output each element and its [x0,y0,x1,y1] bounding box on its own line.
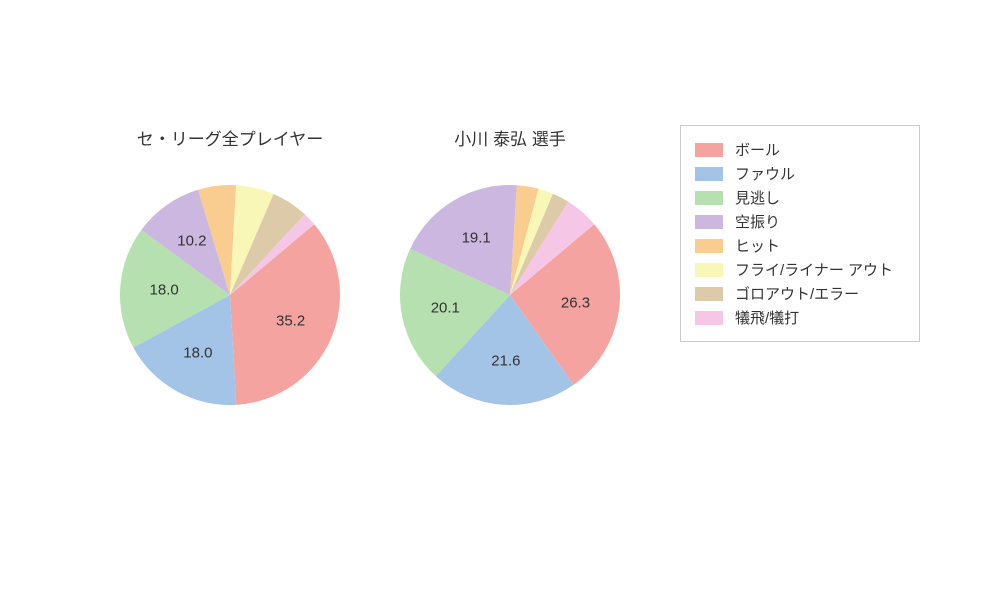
legend-item-foul: ファウル [695,163,905,184]
legend-label-fly_liner: フライ/ライナー アウト [735,259,893,280]
legend-label-swinging: 空振り [735,211,780,232]
legend-swatch-swinging [695,215,723,229]
legend-label-sac: 犠飛/犠打 [735,307,799,328]
chart-title-league: セ・リーグ全プレイヤー [120,125,340,150]
pie-label-looking: 18.0 [150,282,179,299]
pie-label-looking: 20.1 [431,300,460,317]
legend-swatch-hit [695,239,723,253]
pie-league: 35.2 18.0 18.0 10.2 [120,185,340,405]
pie-label-swinging: 10.2 [177,233,206,250]
legend-item-ground_error: ゴロアウト/エラー [695,283,905,304]
legend-item-hit: ヒット [695,235,905,256]
pie-player: 26.3 21.6 20.1 19.1 [400,185,620,405]
chart-title-player: 小川 泰弘 選手 [400,125,620,150]
legend-swatch-ground_error [695,287,723,301]
legend-label-hit: ヒット [735,235,780,256]
legend-item-ball: ボール [695,139,905,160]
pie-label-foul: 18.0 [183,344,212,361]
legend-swatch-foul [695,167,723,181]
legend: ボールファウル見逃し空振りヒットフライ/ライナー アウトゴロアウト/エラー犠飛/… [680,125,920,342]
pie-label-foul: 21.6 [491,352,520,369]
legend-swatch-sac [695,311,723,325]
legend-label-looking: 見逃し [735,187,780,208]
legend-item-fly_liner: フライ/ライナー アウト [695,259,905,280]
pie-label-ball: 26.3 [561,295,590,312]
legend-swatch-looking [695,191,723,205]
legend-label-ground_error: ゴロアウト/エラー [735,283,859,304]
legend-label-ball: ボール [735,139,780,160]
legend-swatch-fly_liner [695,263,723,277]
legend-item-swinging: 空振り [695,211,905,232]
legend-label-foul: ファウル [735,163,795,184]
chart-container: セ・リーグ全プレイヤー 35.2 18.0 18.0 10.2 小川 泰弘 選手 26… [0,0,1000,600]
legend-item-looking: 見逃し [695,187,905,208]
legend-swatch-ball [695,143,723,157]
pie-label-swinging: 19.1 [462,230,491,247]
pie-label-ball: 35.2 [276,313,305,330]
legend-item-sac: 犠飛/犠打 [695,307,905,328]
